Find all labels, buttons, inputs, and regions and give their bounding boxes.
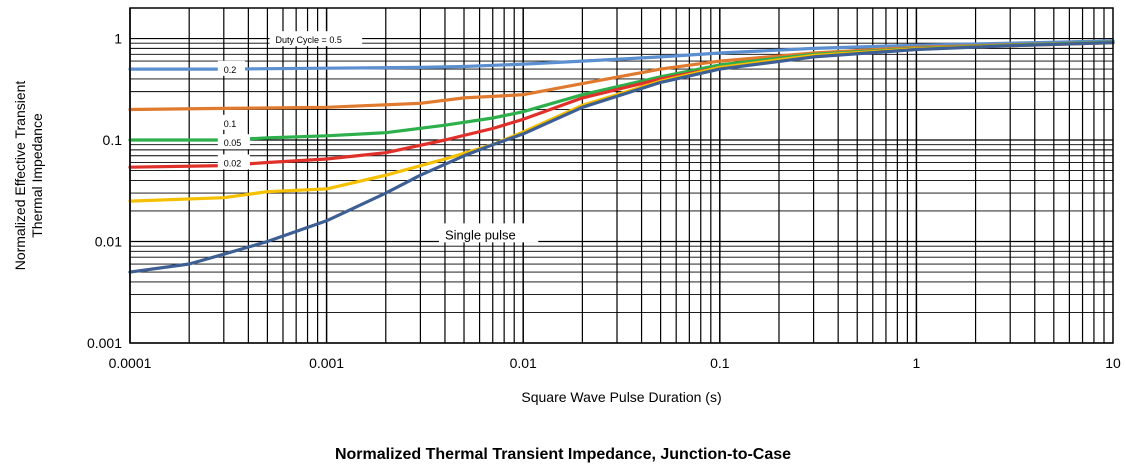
plot-frame [129, 7, 1114, 344]
curve-label-0: Duty Cycle = 0.5 [276, 35, 342, 45]
chart-caption: Normalized Thermal Transient Impedance, … [334, 446, 792, 463]
curve-label-1: 0.2 [224, 65, 237, 75]
y-tick-label-2: 0.1 [103, 132, 123, 148]
x-tick-label-3: 0.1 [710, 355, 730, 371]
y-tick-label-0: 0.001 [87, 335, 122, 351]
y-tick-label-1: 0.01 [95, 234, 122, 250]
grid-lines [129, 7, 1113, 344]
curve-labels: Duty Cycle = 0.5 0.2 0.1 0.05 0.02 Single pul… [217, 31, 539, 243]
tick-labels: 0.0001 0.001 0.01 0.1 1 10 0.001 0.01 0.1 1 [87, 31, 1121, 371]
curve-label-bg [438, 223, 539, 243]
curve-label-5: Single pulse [445, 227, 516, 242]
curve-label-bg [217, 134, 250, 150]
y-axis-label-line1: Normalized Effective Transient [12, 81, 28, 271]
series-line-1 [128, 40, 1115, 112]
y-tick-label-3: 1 [114, 31, 122, 47]
x-tick-label-5: 10 [1105, 355, 1121, 371]
series-line-2 [128, 40, 1115, 142]
thermal-impedance-chart: Duty Cycle = 0.5 0.2 0.1 0.05 0.02 Single pul… [12, 7, 1121, 405]
x-tick-label-0: 0.0001 [109, 355, 152, 371]
y-axis-label-line2: Thermal Impedance [29, 113, 45, 238]
curve-label-bg [217, 154, 250, 170]
x-tick-label-2: 0.01 [510, 355, 537, 371]
x-tick-label-4: 1 [913, 355, 921, 371]
series-line-5 [128, 41, 1115, 274]
curve-label-bg [269, 31, 363, 47]
series-line-4 [128, 41, 1115, 203]
curve-label-2: 0.1 [224, 119, 237, 129]
x-axis-label: Square Wave Pulse Duration (s) [521, 389, 721, 405]
series-lines [128, 39, 1115, 274]
x-tick-label-1: 0.001 [309, 355, 344, 371]
curve-label-3: 0.05 [224, 138, 242, 148]
curve-label-4: 0.02 [224, 158, 242, 168]
curve-label-bg [217, 60, 245, 76]
series-line-0 [128, 39, 1115, 71]
curve-label-bg [217, 114, 245, 130]
